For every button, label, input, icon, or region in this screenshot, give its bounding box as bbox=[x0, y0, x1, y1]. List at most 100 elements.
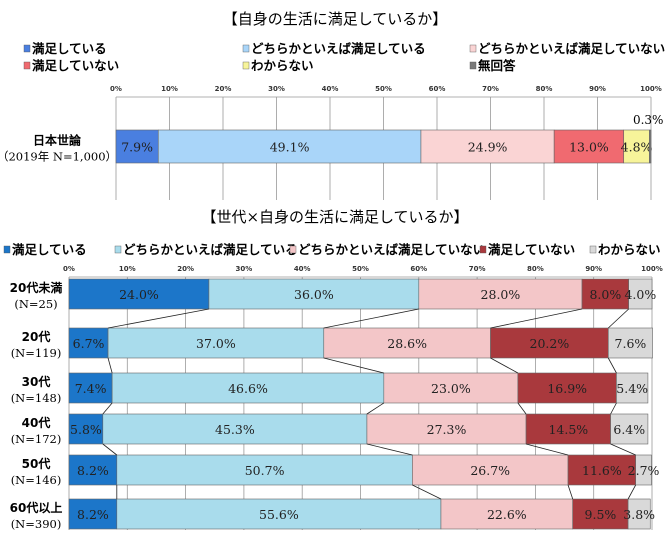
x-tick-label: 100% bbox=[640, 85, 662, 93]
bar-segment bbox=[525, 413, 611, 445]
data-label: 0.3% bbox=[633, 113, 664, 127]
bar-segment bbox=[157, 129, 422, 164]
data-label: 49.1% bbox=[270, 140, 310, 155]
x-tick-label: 60% bbox=[429, 85, 446, 93]
x-tick-label: 80% bbox=[527, 265, 544, 273]
x-tick-label: 20% bbox=[215, 85, 232, 93]
bar-segment bbox=[440, 498, 574, 530]
bar-segment bbox=[420, 129, 555, 164]
bar-segment bbox=[623, 129, 650, 164]
legend-label: どちらかといえば満足している bbox=[251, 41, 426, 56]
bar-segment bbox=[567, 454, 636, 486]
data-label: 24.0% bbox=[119, 287, 159, 302]
bar-segment bbox=[610, 413, 649, 445]
bar-segment bbox=[102, 413, 368, 445]
data-label: 5.4% bbox=[616, 381, 648, 396]
legend-label: 無回答 bbox=[478, 58, 516, 73]
data-label: 28.6% bbox=[387, 336, 427, 351]
connector-line bbox=[610, 443, 636, 456]
x-tick-label: 30% bbox=[268, 85, 285, 93]
x-tick-label: 80% bbox=[536, 85, 553, 93]
data-label: 7.4% bbox=[75, 381, 107, 396]
legend-swatch bbox=[479, 245, 487, 254]
bar-segment bbox=[208, 278, 420, 310]
category-sublabel: (N=148) bbox=[11, 391, 62, 405]
category-sublabel: (N=390) bbox=[11, 517, 62, 531]
chart1: 満足している どちらかといえば満足している どちらかといえば満足していない満足してい… bbox=[0, 41, 665, 200]
data-label: 7.6% bbox=[615, 336, 647, 351]
connector-line bbox=[607, 357, 617, 374]
bar-segment bbox=[627, 498, 651, 530]
legend-label: 満足していない bbox=[488, 242, 575, 257]
data-label: 23.0% bbox=[431, 381, 471, 396]
connector-line bbox=[412, 484, 442, 500]
x-tick-label: 90% bbox=[585, 265, 602, 273]
data-label: 26.7% bbox=[470, 463, 510, 478]
x-tick-label: 0% bbox=[63, 265, 75, 273]
data-label: 45.3% bbox=[215, 422, 255, 437]
data-label: 22.6% bbox=[487, 507, 527, 522]
legend-label: わからない bbox=[598, 242, 661, 257]
x-tick-label: 20% bbox=[177, 265, 194, 273]
bar-segment bbox=[68, 372, 113, 404]
bar-segment bbox=[616, 372, 649, 404]
data-label: 37.0% bbox=[196, 336, 236, 351]
bar-segment bbox=[116, 454, 413, 486]
bar-segment bbox=[383, 372, 519, 404]
legend-swatch bbox=[589, 245, 597, 254]
connector-line bbox=[323, 357, 384, 374]
bar-segment bbox=[115, 129, 159, 164]
bar-segment bbox=[607, 327, 653, 359]
category-sublabel: (N=119) bbox=[11, 346, 62, 360]
bar-segment bbox=[418, 278, 583, 310]
data-label: 3.8% bbox=[623, 507, 655, 522]
data-label: 46.6% bbox=[228, 381, 268, 396]
category-sublabel: (N=25) bbox=[14, 297, 57, 311]
connector-line bbox=[102, 402, 113, 415]
legend-swatch bbox=[23, 61, 31, 70]
category-label: 60代以上 bbox=[10, 500, 63, 515]
legend-swatch bbox=[3, 245, 11, 254]
bar-segment bbox=[517, 372, 617, 404]
category-label: 50代 bbox=[22, 456, 51, 471]
data-label: 4.0% bbox=[624, 287, 656, 302]
category-label: 20代未満 bbox=[10, 280, 63, 295]
connector-line bbox=[608, 308, 629, 329]
chart2-title: 【世代×自身の生活に満足しているか】 bbox=[201, 208, 468, 226]
x-tick-label: 70% bbox=[469, 265, 486, 273]
data-label: 11.6% bbox=[582, 463, 622, 478]
x-tick-label: 40% bbox=[294, 265, 311, 273]
x-tick-label: 60% bbox=[410, 265, 427, 273]
bar-segment bbox=[635, 454, 652, 486]
chart1-title: 【自身の生活に満足しているか】 bbox=[223, 10, 448, 28]
data-label: 8.2% bbox=[77, 507, 109, 522]
bar-segment bbox=[68, 454, 118, 486]
x-tick-label: 90% bbox=[589, 85, 606, 93]
category-label: 20代 bbox=[22, 329, 51, 344]
legend-label: どちらかといえば満足していない bbox=[298, 242, 485, 257]
bar-segment bbox=[107, 327, 325, 359]
x-tick-label: 0% bbox=[110, 85, 122, 93]
data-label: 6.7% bbox=[73, 336, 105, 351]
bar-segment bbox=[572, 498, 629, 530]
data-label: 27.3% bbox=[427, 422, 467, 437]
data-label: 8.0% bbox=[589, 287, 621, 302]
category-sublabel: （2019年 N=1,000） bbox=[0, 150, 117, 164]
x-tick-label: 10% bbox=[119, 265, 136, 273]
data-label: 50.7% bbox=[245, 463, 285, 478]
legend-label: わからない bbox=[251, 58, 314, 73]
legend-label: どちらかといえば満足していない bbox=[478, 41, 665, 56]
category-label: 日本世論 bbox=[33, 133, 82, 148]
bar-segment bbox=[116, 498, 442, 530]
bar-segment bbox=[68, 498, 118, 530]
x-tick-label: 10% bbox=[161, 85, 178, 93]
x-tick-label: 50% bbox=[375, 85, 392, 93]
x-tick-label: 100% bbox=[641, 265, 663, 273]
connector-line bbox=[567, 484, 574, 500]
data-label: 36.0% bbox=[294, 287, 334, 302]
bar-segment bbox=[553, 129, 625, 164]
legend-swatch bbox=[23, 44, 31, 53]
x-tick-label: 30% bbox=[236, 265, 253, 273]
bar-segment bbox=[490, 327, 609, 359]
